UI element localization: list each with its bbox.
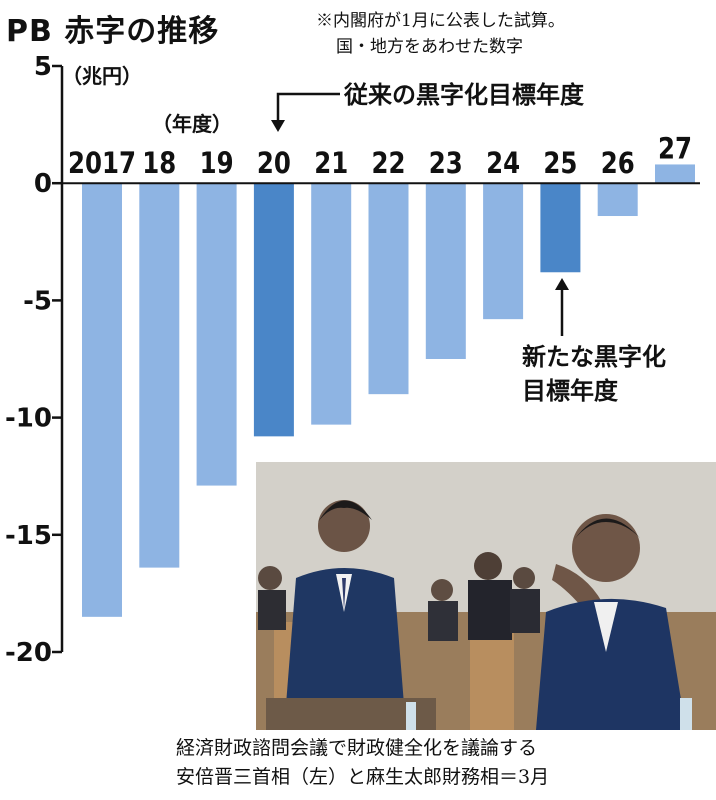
x-label-22: 22 xyxy=(372,146,406,180)
meeting-photo xyxy=(256,462,716,730)
x-label-2017: 2017 xyxy=(68,146,136,180)
unit-label: （兆円） xyxy=(62,64,142,88)
y-tick-label: -5 xyxy=(23,286,52,316)
bar-2017 xyxy=(82,183,122,617)
bar-18 xyxy=(139,183,180,568)
old-target-arrowhead xyxy=(271,120,285,132)
bars xyxy=(82,164,695,617)
bar-25 xyxy=(540,183,581,273)
bar-26 xyxy=(597,183,638,217)
x-label-20: 20 xyxy=(257,146,291,180)
old-target-arrow-line xyxy=(276,92,340,128)
old-target-annotation: 従来の黒字化目標年度 xyxy=(344,81,584,109)
x-label-26: 26 xyxy=(601,146,635,180)
bar-20 xyxy=(253,183,294,437)
x-axis-labels: 2017 18 19 20 21 22 23 24 25 26 27 xyxy=(68,131,692,180)
bar-24 xyxy=(483,183,524,320)
source-note-line-2: 国・地方をあわせた数字 xyxy=(336,37,523,57)
fiscal-year-label: （年度） xyxy=(152,112,232,136)
source-note-line-1: ※内閣府が1月に公表した試算。 xyxy=(316,11,565,31)
bar-21 xyxy=(311,183,352,425)
y-tick-label: -10 xyxy=(5,404,52,434)
y-tick-label: 0 xyxy=(34,169,52,199)
y-tick-label: -20 xyxy=(5,638,52,668)
bar-27 xyxy=(655,164,695,184)
source-note: ※内閣府が1月に公表した試算。 国・地方をあわせた数字 xyxy=(316,8,565,60)
annotation-arrows xyxy=(271,92,569,336)
bar-23 xyxy=(425,183,466,359)
x-label-24: 24 xyxy=(486,146,520,180)
new-target-annotation: 新たな黒字化 目標年度 xyxy=(522,340,666,408)
y-tick-label: 5 xyxy=(34,52,52,82)
x-label-21: 21 xyxy=(314,146,348,180)
chart-title: PB 赤字の推移 xyxy=(6,14,220,49)
x-label-18: 18 xyxy=(142,146,176,180)
x-label-19: 19 xyxy=(200,146,234,180)
new-target-arrowhead xyxy=(555,278,569,290)
new-target-annotation-line-2: 目標年度 xyxy=(522,377,618,405)
x-label-23: 23 xyxy=(429,146,463,180)
y-axis-ticks: 5 0 -5 -10 -15 -20 xyxy=(5,52,62,668)
meeting-photo-illustration xyxy=(256,462,716,730)
photo-caption-line-2: 安倍晋三首相（左）と麻生太郎財務相＝3月 xyxy=(176,766,550,788)
bar-22 xyxy=(368,183,409,395)
photo-caption-line-1: 経済財政諮問会議で財政健全化を議論する xyxy=(176,737,538,759)
x-label-25: 25 xyxy=(543,146,577,180)
photo-caption: 経済財政諮問会議で財政健全化を議論する 安倍晋三首相（左）と麻生太郎財務相＝3月 xyxy=(176,734,549,792)
x-label-27: 27 xyxy=(658,131,692,165)
new-target-annotation-line-1: 新たな黒字化 xyxy=(522,343,666,371)
bar-19 xyxy=(196,183,237,486)
y-tick-label: -15 xyxy=(5,521,52,551)
